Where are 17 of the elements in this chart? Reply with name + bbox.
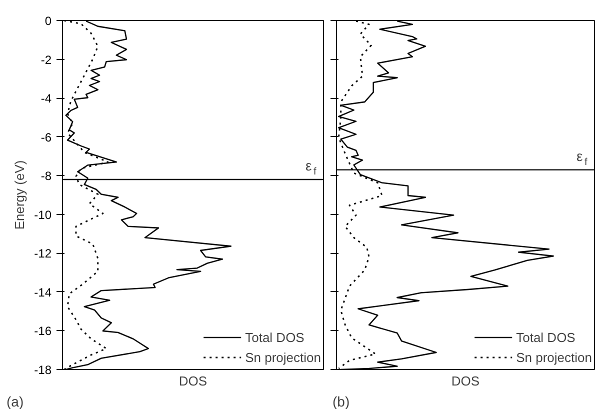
x-axis-title: DOS	[451, 374, 480, 388]
y-tick-label: -4	[40, 92, 52, 106]
y-tick-label: -2	[40, 52, 52, 67]
y-tick-label: -12	[34, 246, 52, 261]
y-tick-label: -14	[34, 285, 52, 300]
y-tick-label: 0	[44, 14, 52, 28]
y-tick-label: -8	[40, 169, 52, 184]
legend-label: Sn projection	[245, 350, 321, 364]
y-tick-label: -16	[34, 324, 52, 338]
y-tick-label: -6	[40, 130, 52, 144]
x-axis-title: DOS	[178, 374, 208, 388]
y-tick-label: -18	[34, 363, 52, 377]
legend-label: Total DOS	[245, 330, 304, 344]
y-axis-title: Energy (eV)	[12, 160, 28, 230]
legend-label: Total DOS	[516, 330, 576, 344]
y-tick-label: -10	[34, 208, 52, 222]
legend-label: Sn projection	[516, 350, 592, 364]
